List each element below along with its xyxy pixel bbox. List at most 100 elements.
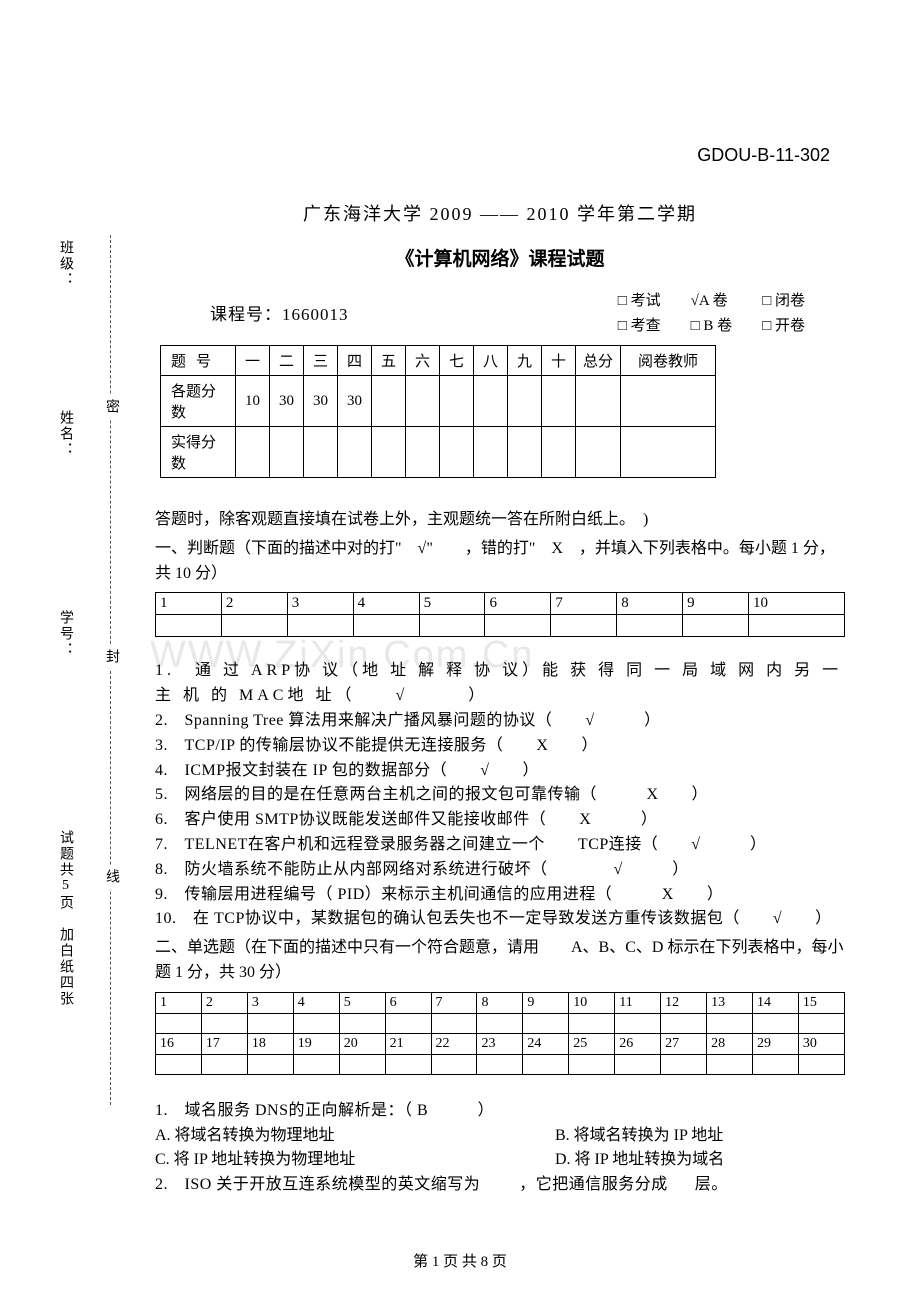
cell: 10: [569, 992, 615, 1013]
cell: 2: [221, 593, 287, 615]
table-row: 题号 一 二 三 四 五 六 七 八 九 十 总分 阅卷教师: [161, 346, 716, 376]
cell: [477, 1054, 523, 1074]
cell: [353, 615, 419, 637]
score-table: 题号 一 二 三 四 五 六 七 八 九 十 总分 阅卷教师 各题分数 10 3…: [160, 345, 716, 478]
tf-q1: 1. 通 过 ARP协 议（地 址 解 释 协 议）能 获 得 同 一 局 域 …: [155, 659, 845, 709]
tf-answer-table: 1 2 3 4 5 6 7 8 9 10: [155, 592, 845, 637]
cell: 7: [551, 593, 617, 615]
cell: 27: [661, 1033, 707, 1054]
cell: [798, 1013, 844, 1033]
binding-margin: 班级： 姓名： 学号： 试题共5页 加白纸四张 密 封 线: [35, 235, 120, 1105]
row-label: 实得分数: [161, 427, 236, 478]
table-row: [156, 1013, 845, 1033]
cell: [156, 615, 222, 637]
cell: [474, 376, 508, 427]
cell: 11: [615, 992, 661, 1013]
margin-name: 姓名：: [55, 410, 75, 458]
cell: 30: [338, 376, 372, 427]
cell: [156, 1054, 202, 1074]
cell: [474, 427, 508, 478]
cell: 8: [477, 992, 523, 1013]
cell: [569, 1013, 615, 1033]
section1-title: 一、判断题（下面的描述中对的打" √" ，错的打" X ，并填入下列表格中。每小…: [155, 537, 845, 587]
cell: [615, 1054, 661, 1074]
table-row: 1 2 3 4 5 6 7 8 9 10: [156, 593, 845, 615]
cell: 8: [617, 593, 683, 615]
cell: 18: [247, 1033, 293, 1054]
cell: [752, 1054, 798, 1074]
cell: [339, 1054, 385, 1074]
cell: [156, 1013, 202, 1033]
cell: [431, 1013, 477, 1033]
cell: 26: [615, 1033, 661, 1054]
cell: 30: [304, 376, 338, 427]
cell: [406, 427, 440, 478]
course-row: 课程号：1660013 □ 考试 □ 考查 √A 卷 □ B 卷 □ 闭卷 □ …: [155, 289, 845, 335]
cell: [542, 427, 576, 478]
closed: □ 闭卷: [762, 289, 805, 310]
mc-q2: 2. ISO 关于开放互连系统模型的英文缩写为 ，它把通信服务分成 层。: [155, 1173, 845, 1198]
mc-q1-opts-2: C. 将 IP 地址转换为物理地址 D. 将 IP 地址转换为域名: [155, 1148, 845, 1173]
cell: [621, 376, 716, 427]
mc-q1-opts-1: A. 将域名转换为物理地址 B. 将域名转换为 IP 地址: [155, 1124, 845, 1149]
open: □ 开卷: [762, 314, 805, 335]
cell: [576, 376, 621, 427]
paper-a: √A 卷: [691, 289, 733, 310]
paper-b: □ B 卷: [691, 314, 733, 335]
cell: 21: [385, 1033, 431, 1054]
row-label: 题号: [161, 346, 236, 376]
cell: [406, 376, 440, 427]
cell: 20: [339, 1033, 385, 1054]
margin-xian: 线: [101, 865, 121, 889]
cell: [683, 615, 749, 637]
cell: [419, 615, 485, 637]
cell: [661, 1013, 707, 1033]
cell: 16: [156, 1033, 202, 1054]
cell: 24: [523, 1033, 569, 1054]
col-h: 阅卷教师: [621, 346, 716, 376]
cell: [798, 1054, 844, 1074]
cell: 13: [707, 992, 753, 1013]
cell: [707, 1054, 753, 1074]
col-h: 六: [406, 346, 440, 376]
col-h: 三: [304, 346, 338, 376]
col-h: 总分: [576, 346, 621, 376]
cell: 29: [752, 1033, 798, 1054]
cell: 30: [798, 1033, 844, 1054]
cell: [247, 1054, 293, 1074]
cell: [440, 427, 474, 478]
cell: [339, 1013, 385, 1033]
opt-a: A. 将域名转换为物理地址: [155, 1124, 555, 1149]
cell: [236, 427, 270, 478]
cell: [385, 1054, 431, 1074]
cell: [661, 1054, 707, 1074]
margin-pages: 试题共5页 加白纸四张: [55, 830, 75, 1007]
margin-id: 学号：: [55, 610, 75, 658]
dash-line: [110, 235, 111, 1105]
row-label: 各题分数: [161, 376, 236, 427]
cell: 19: [293, 1033, 339, 1054]
cell: 4: [353, 593, 419, 615]
cell: [542, 376, 576, 427]
cell: [304, 427, 338, 478]
cell: 5: [419, 593, 485, 615]
cell: [523, 1054, 569, 1074]
tf-q7: 7. TELNET在客户机和远程登录服务器之间建立一个 TCP连接（ √ ）: [155, 833, 845, 858]
opt-c: C. 将 IP 地址转换为物理地址: [155, 1148, 555, 1173]
cell: [551, 615, 617, 637]
mc-q1: 1. 域名服务 DNS的正向解析是：（ B ）: [155, 1099, 845, 1124]
cell: [523, 1013, 569, 1033]
col-h: 八: [474, 346, 508, 376]
exam-type-2: □ 考查: [618, 314, 661, 335]
cell: [338, 427, 372, 478]
opt-b: B. 将域名转换为 IP 地址: [555, 1124, 723, 1149]
tf-q2: 2. Spanning Tree 算法用来解决广播风暴问题的协议（ √ ）: [155, 709, 845, 734]
table-row: [156, 615, 845, 637]
cell: [576, 427, 621, 478]
cell: 22: [431, 1033, 477, 1054]
exam-type-1: □ 考试: [618, 289, 661, 310]
tf-q6: 6. 客户使用 SMTP协议既能发送邮件又能接收邮件（ X ）: [155, 808, 845, 833]
cell: 7: [431, 992, 477, 1013]
cell: [293, 1013, 339, 1033]
cell: [615, 1013, 661, 1033]
